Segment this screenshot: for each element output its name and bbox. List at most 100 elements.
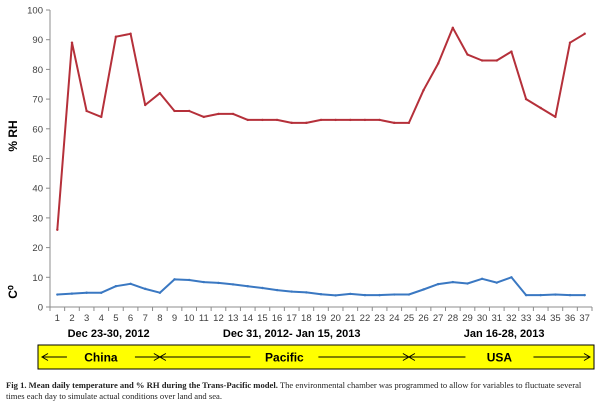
x-tick-label: 15 (257, 313, 268, 324)
rh-data-point (319, 118, 323, 122)
x-tick-label: 14 (242, 313, 253, 324)
temperature-data-point (422, 288, 425, 291)
x-tick-label: 34 (535, 313, 546, 324)
rh-data-point (85, 109, 88, 113)
x-tick-label: 18 (301, 313, 312, 324)
rh-data-point (466, 53, 469, 56)
period-label: Dec 23-30, 2012 (68, 328, 150, 340)
temperature-data-point (393, 293, 396, 296)
rh-data-point (129, 32, 132, 35)
temperature-data-point (290, 290, 293, 293)
x-tick-label: 21 (345, 313, 356, 324)
x-tick-label: 5 (113, 313, 118, 324)
rh-data-point (261, 118, 264, 122)
x-tick-label: 9 (172, 313, 177, 324)
rh-data-point (451, 26, 455, 30)
x-tick-label: 3 (84, 313, 89, 324)
x-tick-label: 4 (99, 313, 104, 324)
caption-lead: Fig 1. Mean daily temperature and % RH d… (6, 380, 278, 390)
x-tick-label: 37 (579, 313, 590, 324)
temperature-data-point (158, 291, 162, 294)
rh-data-point (480, 59, 484, 62)
temperature-data-point (275, 288, 279, 292)
x-tick-label: 36 (565, 313, 576, 324)
temperature-data-point (85, 291, 88, 294)
x-tick-label: 35 (550, 313, 561, 324)
rh-data-point (510, 50, 513, 53)
rh-data-point (393, 121, 396, 125)
rh-data-point (363, 118, 367, 122)
temperature-data-point (261, 286, 264, 290)
temperature-data-point (539, 293, 542, 297)
rh-data-point (378, 118, 381, 122)
temperature-data-point (480, 277, 484, 280)
rh-data-point (422, 88, 425, 92)
temperature-data-point (114, 285, 118, 288)
rh-data-point (305, 121, 308, 125)
region-arrowhead-left (158, 353, 167, 361)
rh-data-point (275, 118, 279, 122)
x-tick-label: 23 (374, 313, 385, 324)
x-tick-label: 31 (491, 313, 502, 324)
y-axis-label-rh: % RH (6, 120, 20, 151)
temperature-data-point (144, 287, 147, 291)
x-tick-label: 22 (360, 313, 371, 324)
period-label: Dec 31, 2012- Jan 15, 2013 (223, 328, 361, 340)
temperature-data-point (349, 292, 352, 296)
rh-data-point (583, 32, 586, 35)
region-bar (37, 344, 595, 370)
x-tick-label: 13 (228, 313, 239, 324)
rh-data-point (231, 112, 235, 116)
temperature-data-point (363, 293, 367, 297)
rh-data-point (158, 91, 162, 95)
rh-data-point (173, 109, 176, 113)
y-tick-label: 0 (38, 303, 43, 314)
temperature-data-point (524, 293, 528, 297)
x-tick-label: 6 (128, 313, 133, 324)
x-tick-label: 25 (404, 313, 415, 324)
rh-data-point (114, 35, 118, 38)
y-tick-label: 40 (32, 184, 43, 195)
region-label: China (84, 351, 118, 365)
x-tick-label: 32 (506, 313, 517, 324)
x-tick-label: 17 (286, 313, 297, 324)
temperature-data-point (378, 293, 381, 297)
temperature-data-point (70, 292, 74, 295)
x-tick-label: 30 (477, 313, 488, 324)
temperature-data-point (436, 282, 440, 286)
region-arrowhead-right (583, 353, 591, 361)
y-tick-label: 60 (32, 124, 43, 135)
temperature-data-point (510, 276, 513, 279)
temperature-data-point (246, 285, 249, 288)
temperature-data-point (305, 291, 308, 294)
rh-data-point (202, 115, 206, 119)
x-tick-label: 29 (462, 313, 473, 324)
y-axis-label-temperature: C⁰ (6, 285, 20, 299)
y-tick-label: 10 (32, 273, 43, 284)
temperature-data-point (334, 294, 337, 297)
y-tick-label: 100 (27, 6, 43, 17)
x-tick-label: 24 (389, 313, 400, 324)
x-tick-label: 1 (55, 313, 60, 324)
x-tick-label: 11 (199, 313, 209, 324)
x-tick-label: 19 (316, 313, 327, 324)
x-tick-label: 2 (69, 313, 74, 324)
rh-data-point (407, 121, 411, 125)
temperature-data-point (173, 278, 176, 281)
temperature-data-point (554, 293, 557, 296)
temperature-data-point (568, 293, 572, 297)
region-label: Pacific (265, 351, 304, 365)
period-label: Jan 16-28, 2013 (464, 328, 545, 340)
y-tick-label: 70 (32, 95, 43, 106)
rh-data-point (100, 115, 103, 119)
x-tick-label: 12 (213, 313, 224, 324)
x-tick-label: 28 (448, 313, 459, 324)
region-arrowhead-left (407, 353, 416, 361)
rh-data-point (144, 103, 147, 107)
region-arrowhead-left (41, 353, 49, 361)
y-tick-label: 20 (32, 243, 43, 254)
rh-data-point (217, 112, 220, 116)
y-tick-label: 80 (32, 65, 43, 76)
rh-data-point (334, 118, 337, 122)
